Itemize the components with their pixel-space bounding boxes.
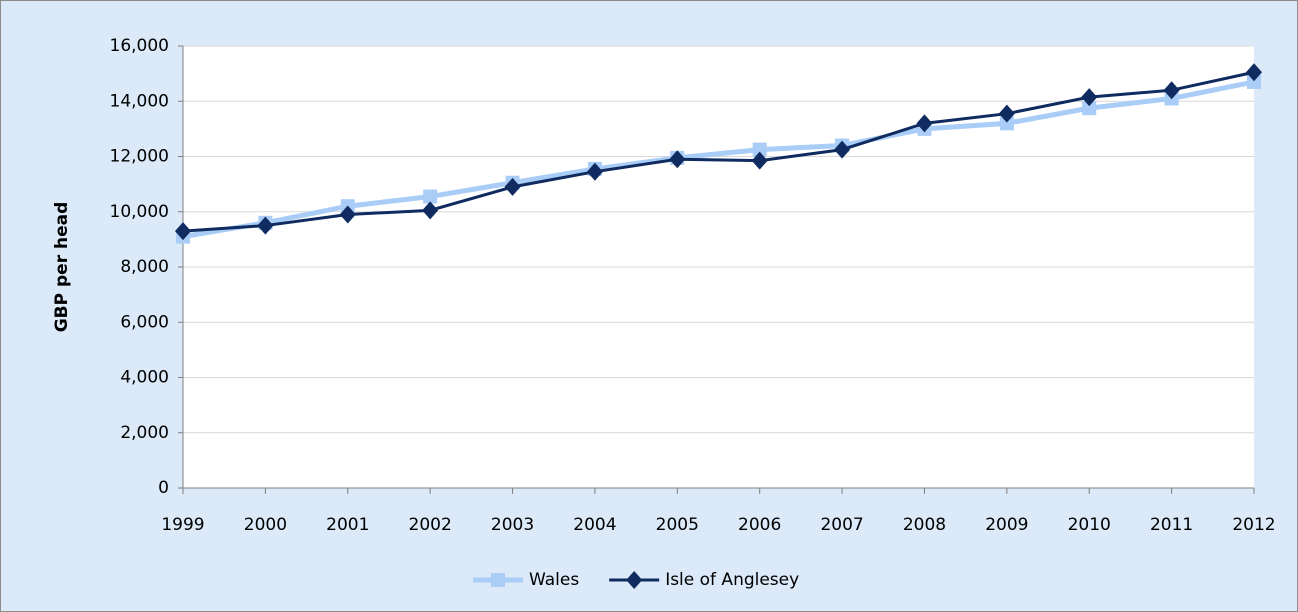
x-tick-label: 2008 [903,515,946,535]
data-point [834,140,851,159]
x-tick-label: 2002 [409,515,452,535]
data-point [998,104,1015,123]
legend-marker [491,573,505,587]
data-point [423,189,438,204]
y-tick-label: 10,000 [110,202,169,222]
legend-label: Wales [529,570,579,590]
data-point [752,142,767,157]
y-tick-label: 14,000 [110,91,169,111]
series-line [182,79,1255,240]
series-line [182,70,1255,233]
y-tick-label: 16,000 [110,36,169,56]
x-tick-label: 2012 [1232,515,1275,535]
data-point [1082,101,1097,116]
x-tick-label: 2005 [656,515,699,535]
data-point [504,177,521,196]
x-tick-label: 2006 [738,515,781,535]
x-tick-label: 2010 [1068,515,1111,535]
data-point [751,151,768,170]
y-tick-label: 0 [158,478,169,498]
data-point [1246,63,1262,82]
x-tick-label: 2009 [985,515,1028,535]
x-tick-label: 2001 [326,515,369,535]
legend-label: Isle of Anglesey [665,570,799,590]
y-tick-label: 8,000 [120,257,169,277]
x-tick-label: 1999 [161,515,204,535]
data-point [916,114,933,133]
data-point [1163,81,1180,100]
data-point [422,201,439,220]
x-tick-label: 2000 [244,515,287,535]
x-tick-label: 2007 [820,515,863,535]
data-point [1081,88,1098,107]
y-tick-label: 2,000 [120,423,169,443]
data-point [586,162,603,181]
y-tick-label: 4,000 [120,368,169,388]
y-axis-title: GBP per head [52,202,72,333]
data-point [339,205,356,224]
data-point [257,216,274,235]
data-point [999,116,1014,131]
y-tick-label: 6,000 [120,312,169,332]
y-tick-label: 12,000 [110,147,169,167]
data-point [669,150,686,169]
x-tick-label: 2004 [573,515,616,535]
x-tick-label: 2003 [491,515,534,535]
x-tick-label: 2011 [1150,515,1193,535]
legend-marker [626,571,643,589]
data-point [1247,74,1261,89]
data-point [175,222,191,241]
